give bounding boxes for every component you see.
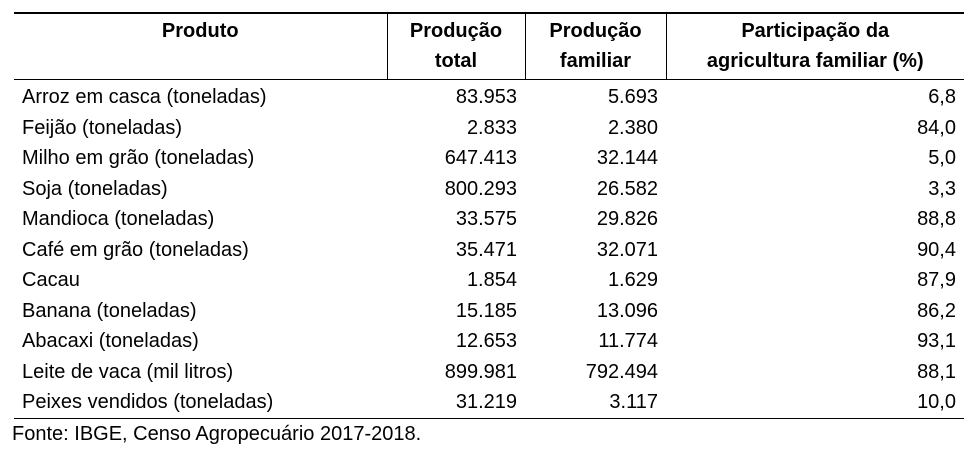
table-row: Leite de vaca (mil litros) 899.981 792.494… (14, 357, 964, 388)
cell-produto: Banana (toneladas) (22, 299, 197, 322)
table-row: Mandioca (toneladas) 33.575 29.826 88,8 (14, 204, 964, 235)
header-produto: Produto (14, 13, 387, 80)
cell-participacao: 3,3 (928, 177, 956, 200)
cell-producao-total: 35.471 (455, 238, 517, 261)
table-body: Arroz em casca (toneladas) 83.953 5.693 6,8… (14, 80, 964, 418)
cell-producao-familiar: 32.071 (596, 238, 658, 261)
cell-participacao: 93,1 (917, 330, 956, 352)
table-row: Milho em grão (toneladas) 647.413 32.144 5,… (14, 143, 964, 174)
cell-producao-familiar: 5.693 (607, 86, 658, 108)
cell-participacao: 87,9 (917, 269, 956, 291)
cell-produto: Cacau (22, 269, 80, 291)
cell-producao-total: 647.413 (444, 147, 517, 169)
cell-participacao: 6,8 (928, 86, 956, 108)
cell-participacao: 88,8 (917, 208, 956, 230)
table-row: Arroz em casca (toneladas) 83.953 5.693 6,8 (14, 80, 964, 113)
cell-participacao: 86,2 (917, 299, 956, 322)
header-producao-familiar: Produção familiar (524, 13, 666, 80)
cell-producao-familiar: 13.096 (596, 299, 658, 322)
cell-produto: Leite de vaca (mil litros) (22, 360, 234, 383)
cell-producao-total: 2.833 (466, 116, 517, 139)
header-line: Participação da (741, 20, 890, 42)
table-row: Feijão (toneladas) 2.833 2.380 84,0 (14, 113, 964, 144)
cell-producao-familiar: 2.380 (607, 116, 658, 139)
cell-producao-total: 800.293 (444, 177, 517, 200)
table-row: Cacau 1.854 1.629 87,9 (14, 265, 964, 296)
cell-producao-familiar: 32.144 (596, 147, 658, 169)
cell-producao-total: 12.653 (455, 330, 517, 352)
header-producao-total: Produção total (386, 13, 525, 80)
cell-participacao: 88,1 (917, 360, 956, 383)
cell-participacao: 10,0 (917, 391, 956, 413)
table-row: Abacaxi (toneladas) 12.653 11.774 93,1 (14, 326, 964, 357)
header-line: total (434, 50, 478, 72)
cell-produto: Peixes vendidos (toneladas) (22, 391, 274, 413)
cell-produto: Café em grão (toneladas) (22, 238, 249, 261)
production-table-container: Produto Produção total Produção familiar… (14, 12, 964, 419)
cell-produto: Abacaxi (toneladas) (22, 330, 199, 352)
production-table: Produto Produção total Produção familiar… (14, 12, 964, 419)
table-header: Produto Produção total Produção familiar… (14, 13, 964, 80)
source-note: Fonte: IBGE, Censo Agropecuário 2017-201… (12, 423, 422, 445)
header-row: Produto Produção total Produção familiar… (14, 13, 964, 80)
cell-producao-familiar: 29.826 (596, 208, 658, 230)
table-row: Soja (toneladas) 800.293 26.582 3,3 (14, 174, 964, 205)
header-line: Produção (549, 20, 642, 42)
cell-producao-familiar: 26.582 (596, 177, 658, 200)
cell-produto: Mandioca (toneladas) (22, 208, 215, 230)
header-line: Produção (409, 20, 503, 42)
cell-producao-total: 899.981 (444, 360, 517, 383)
cell-produto: Soja (toneladas) (22, 177, 168, 200)
cell-participacao: 5,0 (928, 147, 956, 169)
table-row: Peixes vendidos (toneladas) 31.219 3.117 10… (14, 387, 964, 418)
table-row: Café em grão (toneladas) 35.471 32.071 90,4 (14, 235, 964, 266)
cell-producao-total: 1.854 (466, 269, 517, 291)
cell-produto: Milho em grão (toneladas) (22, 147, 255, 169)
cell-produto: Arroz em casca (toneladas) (22, 86, 267, 108)
table-row: Banana (toneladas) 15.185 13.096 86,2 (14, 296, 964, 327)
header-line: familiar (559, 50, 632, 72)
cell-producao-total: 31.219 (455, 391, 517, 413)
cell-participacao: 84,0 (917, 116, 956, 139)
cell-produto: Feijão (toneladas) (22, 116, 183, 139)
header-line: Produto (161, 20, 239, 42)
cell-producao-familiar: 1.629 (607, 269, 658, 291)
cell-producao-familiar: 11.774 (598, 330, 658, 352)
cell-producao-total: 83.953 (455, 86, 517, 108)
header-line: agricultura familiar (%) (706, 50, 924, 72)
cell-producao-total: 15.185 (455, 299, 517, 322)
cell-producao-familiar: 3.117 (609, 391, 658, 413)
cell-producao-total: 33.575 (455, 208, 517, 230)
cell-producao-familiar: 792.494 (585, 360, 658, 383)
header-participacao: Participação da agricultura familiar (%) (665, 13, 964, 80)
cell-participacao: 90,4 (917, 238, 956, 261)
